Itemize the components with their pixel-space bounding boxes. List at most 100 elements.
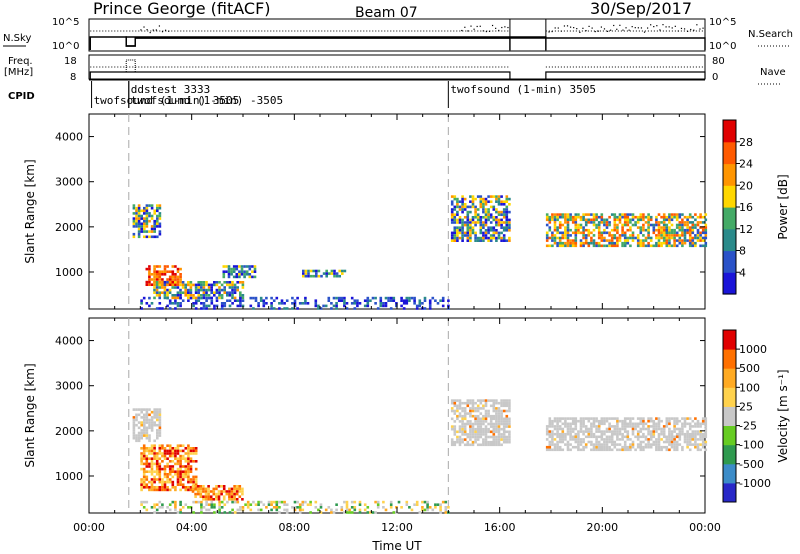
echo-pixel — [595, 241, 598, 245]
echo-pixel — [223, 302, 227, 305]
echo-pixel — [253, 265, 257, 268]
echo-pixel — [636, 445, 640, 449]
echo-pixel — [616, 430, 619, 433]
echo-pixel — [466, 404, 470, 408]
echo-pixel — [168, 444, 172, 447]
echo-pixel — [158, 465, 162, 468]
echo-pixel — [595, 427, 598, 431]
echo-pixel — [471, 203, 475, 206]
echo-pixel — [621, 241, 624, 245]
echo-pixel — [145, 212, 149, 215]
echo-pixel — [204, 492, 208, 496]
echo-pixel — [603, 422, 606, 426]
echo-pixel — [262, 304, 266, 308]
echo-pixel — [174, 265, 177, 268]
echo-pixel — [230, 495, 234, 498]
echo-pixel — [137, 222, 141, 226]
echo-pixel — [489, 399, 493, 402]
echo-pixel — [497, 195, 501, 198]
echo-pixel — [210, 286, 213, 289]
echo-pixel — [163, 288, 167, 292]
echo-pixel — [137, 431, 141, 435]
echo-pixel — [592, 241, 596, 245]
echo-pixel — [179, 460, 182, 463]
echo-pixel — [330, 508, 333, 512]
echo-pixel — [158, 431, 162, 435]
echo-pixel — [678, 236, 682, 240]
echo-pixel — [616, 425, 619, 428]
echo-pixel — [218, 503, 221, 506]
echo-pixel — [655, 440, 658, 444]
echo-pixel — [155, 283, 159, 287]
echo-pixel — [479, 433, 483, 436]
echo-pixel — [428, 506, 432, 509]
echo-pixel — [495, 236, 498, 240]
echo-pixel — [205, 283, 208, 287]
echo-pixel — [629, 443, 632, 446]
echo-pixel — [595, 438, 598, 441]
echo-pixel — [497, 422, 501, 426]
echo-pixel — [421, 508, 424, 512]
echo-pixel — [603, 221, 606, 224]
echo-pixel — [461, 417, 464, 421]
echo-pixel — [176, 467, 180, 471]
echo-pixel — [474, 427, 477, 431]
echo-pixel — [150, 465, 154, 468]
echo-pixel — [474, 420, 477, 423]
echo-pixel — [657, 417, 661, 420]
echo-pixel — [681, 427, 684, 431]
echo-pixel — [484, 216, 488, 219]
echo-pixel — [228, 492, 231, 496]
echo-pixel — [156, 431, 159, 435]
echo-pixel — [153, 278, 156, 281]
echo-pixel — [194, 447, 198, 450]
echo-pixel — [577, 435, 580, 439]
echo-pixel — [652, 244, 656, 248]
echo-pixel — [688, 226, 692, 229]
echo-pixel — [174, 488, 177, 492]
echo-pixel — [487, 399, 490, 402]
echo-pixel — [192, 511, 195, 514]
echo-pixel — [497, 440, 501, 444]
echo-pixel — [140, 462, 143, 466]
echo-pixel — [200, 503, 203, 506]
echo-pixel — [450, 203, 454, 206]
echo-pixel — [582, 231, 585, 235]
echo-pixel — [579, 438, 583, 441]
echo-pixel — [210, 302, 214, 305]
echo-pixel — [150, 302, 154, 305]
echo-pixel — [132, 426, 136, 430]
echo-pixel — [704, 244, 708, 248]
echo-pixel — [647, 231, 650, 235]
echo-pixel — [302, 269, 305, 273]
echo-pixel — [613, 223, 617, 227]
echo-pixel — [469, 200, 472, 203]
echo-pixel — [202, 485, 205, 488]
echo-pixel — [613, 236, 617, 240]
echo-pixel — [696, 443, 700, 446]
echo-pixel — [143, 209, 146, 213]
echo-pixel — [489, 213, 493, 216]
echo-pixel — [670, 215, 674, 219]
echo-pixel — [189, 449, 193, 453]
echo-pixel — [155, 467, 159, 471]
echo-pixel — [631, 239, 635, 242]
echo-pixel — [143, 408, 146, 411]
echo-pixel — [213, 291, 216, 294]
echo-pixel — [140, 227, 143, 231]
echo-pixel — [341, 269, 344, 273]
echo-pixel — [508, 221, 511, 224]
echo-pixel — [163, 273, 167, 276]
echo-pixel — [657, 234, 661, 237]
echo-pixel — [683, 440, 687, 444]
echo-pixel — [233, 498, 236, 501]
echo-pixel — [453, 412, 457, 415]
echo-pixel — [696, 228, 700, 232]
echo-pixel — [691, 215, 695, 219]
echo-pixel — [158, 447, 162, 450]
echo-pixel — [158, 302, 162, 305]
echo-pixel — [571, 231, 575, 235]
echo-pixel — [158, 488, 162, 492]
echo-pixel — [631, 432, 635, 436]
